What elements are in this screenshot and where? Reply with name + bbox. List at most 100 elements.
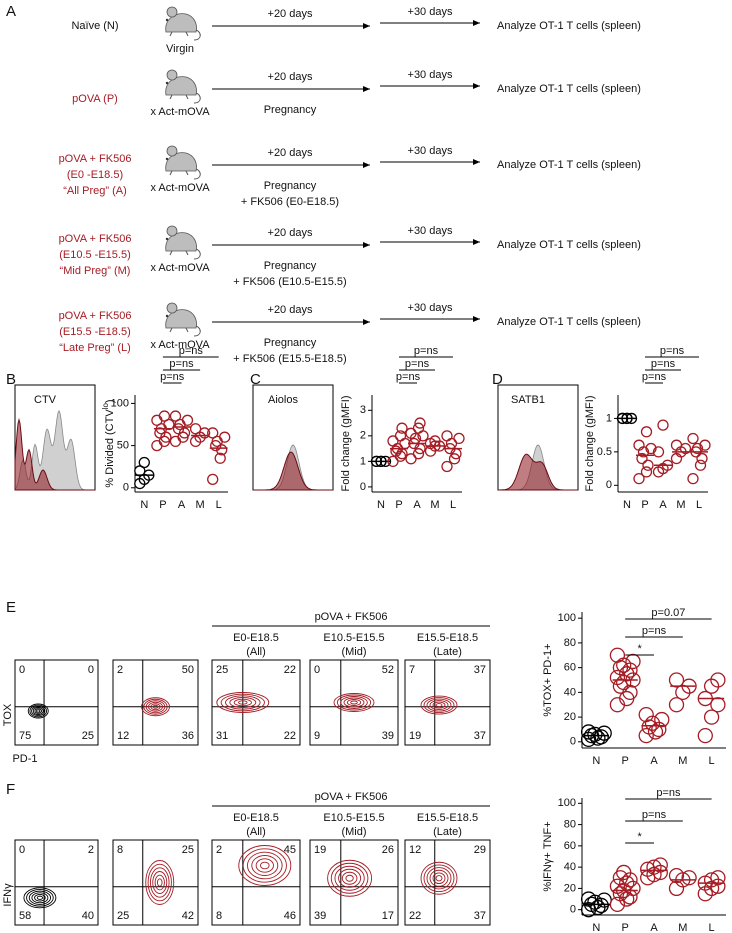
y-tick-label: 40 bbox=[564, 686, 576, 698]
step-label: +30 days bbox=[408, 69, 453, 81]
data-point bbox=[646, 859, 662, 875]
panel-label: A bbox=[6, 3, 16, 20]
contour bbox=[238, 845, 292, 886]
contour bbox=[156, 878, 163, 887]
quadrant-value: 22 bbox=[284, 664, 296, 676]
data-point bbox=[691, 442, 704, 455]
quadrant-value: 45 bbox=[284, 844, 296, 856]
quadrant-value: 8 bbox=[216, 910, 222, 922]
contour bbox=[423, 864, 455, 893]
contour bbox=[432, 701, 446, 709]
x-tick-label: M bbox=[676, 499, 685, 511]
contour bbox=[345, 874, 354, 882]
contour bbox=[145, 700, 166, 714]
data-point bbox=[652, 857, 668, 873]
data-point bbox=[694, 459, 707, 471]
comparison-label: p=ns bbox=[642, 625, 667, 637]
data-point bbox=[580, 891, 597, 907]
group-label: pOVA (P) bbox=[72, 93, 118, 105]
condition-label: (Mid) bbox=[341, 826, 366, 838]
group-label: Naïve (N) bbox=[71, 20, 118, 32]
x-tick-label: N bbox=[592, 922, 600, 933]
contour bbox=[26, 889, 54, 907]
contour bbox=[238, 700, 248, 705]
data-point bbox=[160, 431, 172, 443]
mouse-icon bbox=[165, 6, 201, 41]
contour bbox=[145, 860, 175, 905]
step-note: + FK506 (E15.5-E18.5) bbox=[233, 353, 346, 365]
contour bbox=[330, 862, 369, 894]
y-axis-label-part: ) bbox=[104, 399, 116, 403]
data-point bbox=[609, 647, 626, 663]
contour bbox=[150, 703, 161, 711]
contour bbox=[154, 874, 165, 891]
mouse-icon bbox=[165, 225, 201, 260]
x-tick-label: L bbox=[696, 499, 702, 511]
data-point bbox=[134, 465, 146, 477]
data-point bbox=[405, 453, 417, 465]
y-tick-label: 80 bbox=[564, 818, 576, 830]
mouse-icon bbox=[165, 302, 201, 337]
readout: Analyze OT-1 T cells (spleen) bbox=[497, 316, 641, 328]
data-point bbox=[668, 697, 685, 713]
contour bbox=[225, 695, 261, 710]
y-tick-label: 100 bbox=[558, 612, 576, 624]
data-point bbox=[687, 432, 699, 445]
data-point bbox=[580, 724, 597, 740]
group-label: “Mid Preg” (M) bbox=[60, 265, 131, 277]
x-tick-label: A bbox=[178, 499, 186, 511]
comparison-label: p=ns bbox=[414, 345, 439, 357]
mouse-label: x Act-mOVA bbox=[150, 339, 210, 351]
data-point bbox=[616, 864, 632, 881]
x-tick-label: N bbox=[377, 499, 385, 511]
contour bbox=[333, 693, 375, 712]
quadrant-value: 26 bbox=[382, 844, 394, 856]
x-tick-label: N bbox=[140, 499, 148, 511]
y-axis-label: % Divided (CTVlo) bbox=[101, 399, 116, 487]
y-tick-label: 0 bbox=[606, 479, 612, 491]
contour bbox=[216, 692, 270, 713]
panel-label: F bbox=[6, 781, 15, 798]
data-point bbox=[668, 672, 685, 688]
contour bbox=[423, 697, 455, 713]
histogram-sample bbox=[253, 451, 333, 491]
y-tick-label: 0 bbox=[123, 482, 129, 494]
contour bbox=[346, 699, 362, 706]
flow-frame bbox=[14, 839, 99, 926]
contour bbox=[34, 708, 43, 714]
data-point bbox=[151, 439, 163, 452]
quadrant-value: 39 bbox=[382, 730, 394, 742]
mouse-icon bbox=[165, 145, 201, 180]
data-point bbox=[394, 430, 407, 442]
contour bbox=[336, 694, 372, 711]
data-point bbox=[412, 448, 425, 460]
axis-label: PD-1 bbox=[12, 753, 37, 765]
comparison-label: p=0.07 bbox=[651, 607, 685, 619]
condition-label: E15.5-E18.5 bbox=[417, 812, 478, 824]
step-note: Pregnancy bbox=[264, 180, 317, 192]
quadrant-value: 0 bbox=[314, 664, 320, 676]
contour bbox=[28, 890, 52, 905]
flow-header: pOVA + FK506 bbox=[315, 611, 388, 623]
contour bbox=[36, 709, 41, 713]
x-tick-label: A bbox=[650, 922, 658, 933]
data-point bbox=[169, 435, 182, 448]
x-tick-label: A bbox=[413, 499, 421, 511]
contour bbox=[149, 867, 170, 898]
data-point bbox=[151, 414, 163, 426]
quadrant-value: 25 bbox=[82, 730, 94, 742]
contour bbox=[152, 704, 159, 709]
flow-frame bbox=[14, 659, 99, 746]
contour bbox=[420, 695, 458, 715]
group-label: pOVA + FK506 bbox=[59, 153, 132, 165]
comparison-label: p=ns bbox=[656, 787, 681, 799]
y-tick-label: 1 bbox=[606, 412, 612, 424]
x-tick-label: M bbox=[196, 499, 205, 511]
histogram-label: SATB1 bbox=[511, 394, 545, 406]
data-point bbox=[414, 417, 426, 429]
step-label: +30 days bbox=[408, 6, 453, 18]
quadrant-value: 58 bbox=[19, 910, 31, 922]
contour bbox=[350, 700, 358, 705]
x-tick-label: N bbox=[623, 499, 631, 511]
contour bbox=[148, 701, 163, 712]
